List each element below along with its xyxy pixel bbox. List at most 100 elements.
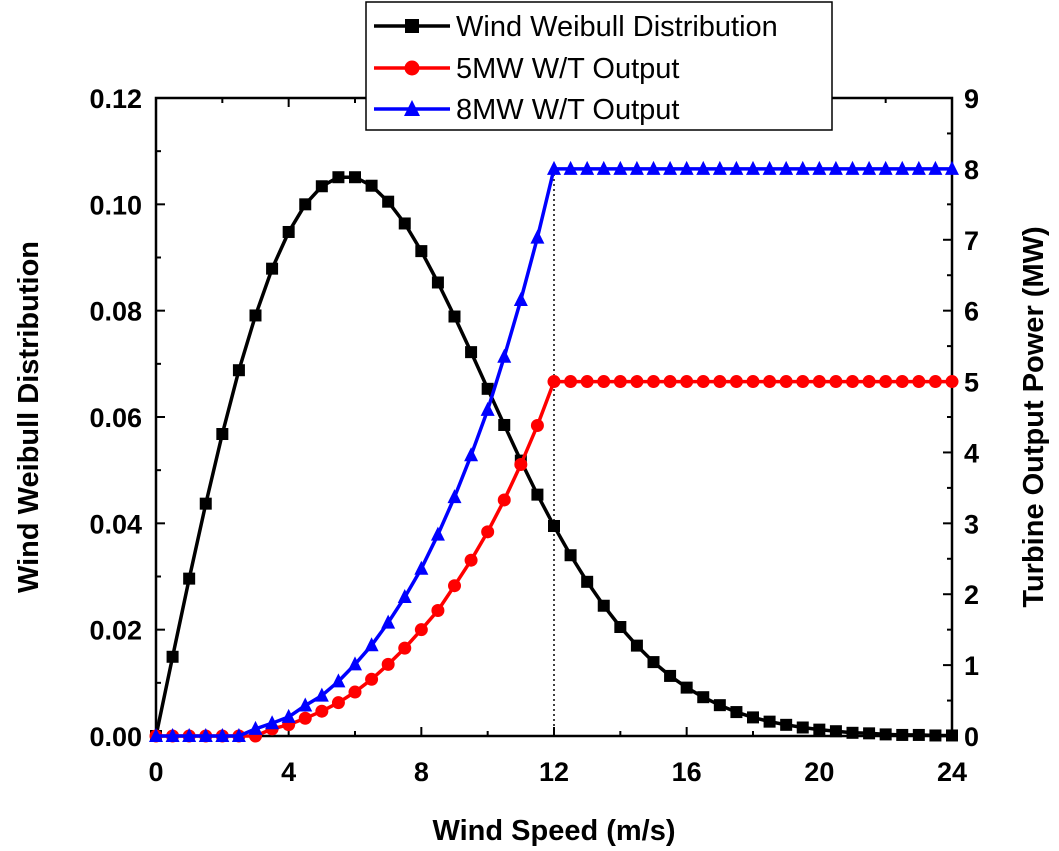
data-point-triangle xyxy=(696,160,711,175)
data-point-triangle xyxy=(795,160,810,175)
y-left-tick-label: 0.12 xyxy=(89,84,142,114)
y-left-axis-ticks: 0.00 0.02 0.04 0.06 0.08 0.10 0.12 xyxy=(89,84,165,752)
data-point-triangle xyxy=(878,160,893,175)
data-point-circle xyxy=(763,375,777,389)
data-point-square xyxy=(730,706,743,719)
x-tick-label: 4 xyxy=(281,757,296,787)
data-point-triangle xyxy=(464,447,479,462)
data-point-square xyxy=(249,309,262,322)
y-left-axis-title: Wind Weibull Distribution xyxy=(13,241,45,593)
data-point-circle xyxy=(613,375,627,389)
data-point-square xyxy=(315,180,328,193)
data-point-triangle xyxy=(198,728,213,742)
data-point-triangle xyxy=(646,160,661,175)
x-tick-label: 24 xyxy=(937,757,967,787)
y-left-tick-label: 0.04 xyxy=(89,509,142,539)
data-point-circle xyxy=(298,711,312,725)
legend: Wind Weibull Distribution 5MW W/T Output… xyxy=(365,1,833,131)
data-point-triangle xyxy=(513,292,528,307)
data-point-circle xyxy=(879,375,893,389)
y-right-tick-label: 3 xyxy=(964,509,979,539)
data-point-square xyxy=(266,262,279,275)
y-right-axis-title: Turbine Output Power (MW) xyxy=(1018,226,1050,607)
data-point-square xyxy=(299,198,312,211)
data-point-square xyxy=(796,721,809,734)
data-point-circle xyxy=(945,375,959,389)
data-point-square xyxy=(183,572,196,585)
data-point-triangle xyxy=(911,160,926,175)
y-left-tick-label: 0.00 xyxy=(89,722,142,752)
data-point-triangle xyxy=(596,160,611,175)
data-point-triangle xyxy=(928,160,943,175)
data-point-circle xyxy=(431,604,445,618)
data-point-square xyxy=(912,728,925,741)
x-tick-label: 8 xyxy=(414,757,429,787)
data-point-circle xyxy=(895,375,909,389)
x-tick-label: 12 xyxy=(539,757,569,787)
data-point-square xyxy=(398,217,411,230)
data-point-triangle xyxy=(149,728,163,742)
data-point-triangle xyxy=(945,160,959,175)
data-point-square xyxy=(531,488,544,501)
data-point-triangle xyxy=(828,160,843,175)
data-point-circle xyxy=(381,657,395,671)
data-point-triangle xyxy=(331,673,346,688)
data-point-circle xyxy=(398,641,412,655)
y-right-tick-label: 2 xyxy=(964,580,979,610)
data-point-square xyxy=(680,681,693,694)
legend-label-8mw: 8MW W/T Output xyxy=(456,94,679,126)
data-point-triangle xyxy=(895,160,910,175)
data-point-square xyxy=(630,639,643,652)
data-point-circle xyxy=(331,696,345,710)
data-point-circle xyxy=(597,375,611,389)
data-point-triangle xyxy=(281,708,296,723)
data-point-circle xyxy=(547,375,561,389)
data-point-circle xyxy=(448,579,461,593)
data-point-square xyxy=(597,599,610,612)
data-point-square xyxy=(332,171,345,184)
data-point-triangle xyxy=(779,160,794,175)
data-point-triangle xyxy=(480,401,495,416)
data-point-circle xyxy=(779,375,793,389)
legend-label-5mw: 5MW W/T Output xyxy=(456,53,679,85)
data-point-square xyxy=(846,726,859,739)
data-point-circle xyxy=(729,375,743,389)
y-left-tick-label: 0.08 xyxy=(89,297,142,327)
data-point-triangle xyxy=(364,637,379,652)
legend-marker-weibull xyxy=(405,19,419,33)
y-right-tick-label: 1 xyxy=(964,651,979,681)
x-axis-title: Wind Speed (m/s) xyxy=(432,815,675,847)
data-point-square xyxy=(199,497,212,510)
data-point-circle xyxy=(497,493,511,507)
data-point-square xyxy=(813,723,826,736)
data-point-triangle xyxy=(314,687,329,702)
data-point-circle xyxy=(630,375,644,389)
y-left-tick-label: 0.06 xyxy=(89,403,142,433)
data-point-triangle xyxy=(497,348,512,363)
data-point-triangle xyxy=(165,728,180,742)
data-point-circle xyxy=(829,375,843,389)
y-left-tick-label: 0.02 xyxy=(89,616,142,646)
data-point-circle xyxy=(365,672,379,686)
data-point-circle xyxy=(680,375,694,389)
data-point-triangle xyxy=(215,728,230,742)
x-tick-label: 20 xyxy=(804,757,834,787)
data-point-circle xyxy=(796,375,810,389)
data-point-square xyxy=(664,669,677,682)
y-right-tick-label: 5 xyxy=(964,368,979,398)
data-point-square xyxy=(614,621,627,634)
data-point-triangle xyxy=(663,160,678,175)
data-point-square xyxy=(697,691,710,704)
y-right-tick-label: 0 xyxy=(964,722,979,752)
data-point-circle xyxy=(812,375,826,389)
data-point-square xyxy=(747,711,759,724)
data-point-triangle xyxy=(248,720,263,735)
data-point-square xyxy=(548,519,560,532)
data-point-triangle xyxy=(812,160,827,175)
data-point-triangle xyxy=(381,614,396,629)
y-right-tick-label: 4 xyxy=(964,438,979,468)
data-point-square xyxy=(481,382,494,395)
data-point-triangle xyxy=(547,160,561,175)
legend-label-weibull: Wind Weibull Distribution xyxy=(456,11,778,43)
data-point-square xyxy=(365,179,378,192)
